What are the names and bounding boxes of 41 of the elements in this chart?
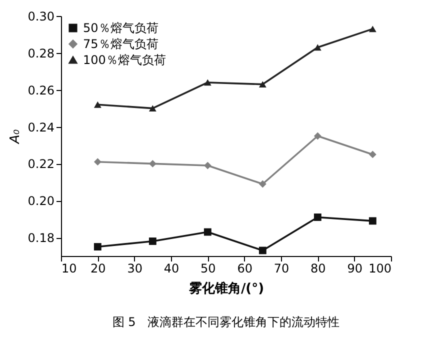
point (94, 243, 102, 250)
point (258, 180, 266, 188)
point (314, 44, 322, 51)
y-axis-title: A₀ (8, 128, 23, 145)
x-tick-label: 70 (274, 262, 290, 276)
y-tick-label: 0.20 (28, 194, 54, 208)
x-tick-label: 90 (347, 262, 362, 276)
point (314, 132, 322, 140)
x-tick-label: 100 (368, 262, 392, 276)
x-tick-label: 60 (237, 262, 252, 276)
point (258, 246, 266, 254)
caption: 图 5 液滴群在不同雾化锥角下的流动特性 (112, 315, 340, 329)
x-axis-title: 雾化锥角/(°) (188, 280, 264, 296)
point (258, 81, 266, 88)
x-tick-label: 30 (127, 262, 142, 276)
point (204, 79, 212, 86)
point (148, 105, 156, 112)
y-tick-label: 0.18 (28, 231, 54, 246)
y-tick-label: 0.30 (28, 10, 54, 24)
point (148, 238, 156, 245)
point (368, 217, 376, 225)
x-tick-label: 80 (310, 262, 326, 276)
x-tick-label: 40 (164, 262, 180, 276)
point (204, 228, 212, 236)
point (368, 26, 376, 32)
y-tick-label: 0.24 (28, 120, 54, 134)
legend-label: 50％熔气负荷 (83, 21, 158, 35)
point (148, 160, 156, 168)
point (368, 150, 376, 158)
legend-label: 75％熔气负荷 (83, 37, 158, 51)
y-tick-label: 0.28 (28, 46, 54, 60)
y-tick-label: 0.26 (28, 83, 54, 98)
point (94, 101, 102, 108)
x-tick-label: 10 (62, 262, 77, 276)
point (314, 214, 322, 221)
point (204, 162, 212, 170)
y-tick-label: 0.22 (28, 157, 54, 172)
point (94, 158, 102, 166)
legend-label: 100％熔气负荷 (83, 53, 166, 67)
x-tick-label: 20 (90, 262, 106, 276)
x-tick-label: 50 (200, 262, 216, 276)
